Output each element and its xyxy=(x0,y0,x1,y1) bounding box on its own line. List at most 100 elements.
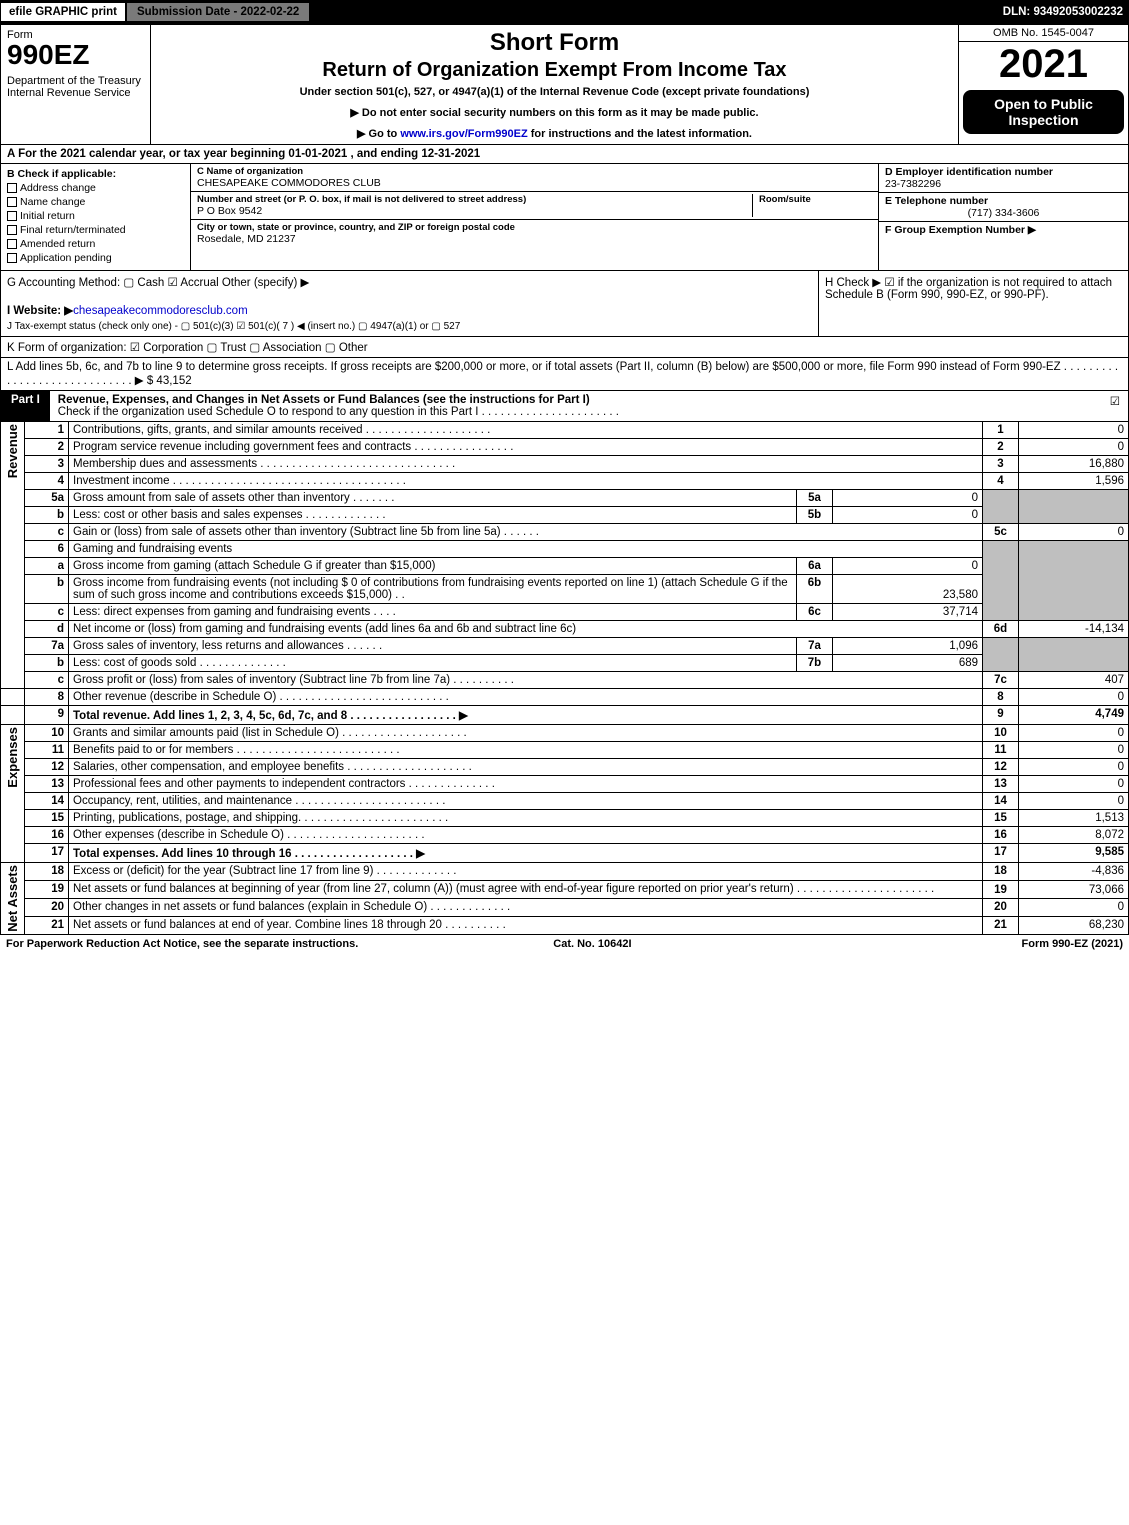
warning-1: ▶ Do not enter social security numbers o… xyxy=(159,106,950,119)
tel-label: E Telephone number xyxy=(885,195,1122,207)
b-header: B Check if applicable: xyxy=(7,168,184,180)
row-7c: cGross profit or (loss) from sales of in… xyxy=(1,672,1129,689)
line-i: I Website: ▶chesapeakecommodoresclub.com xyxy=(7,303,812,317)
short-form-title: Short Form xyxy=(159,29,950,57)
footer-left: For Paperwork Reduction Act Notice, see … xyxy=(6,938,358,950)
department: Department of the Treasury Internal Reve… xyxy=(7,75,144,99)
header-center: Short Form Return of Organization Exempt… xyxy=(151,25,958,144)
ein-label: D Employer identification number xyxy=(885,166,1122,178)
column-d: D Employer identification number 23-7382… xyxy=(878,164,1128,270)
row-19: 19Net assets or fund balances at beginni… xyxy=(1,880,1129,898)
row-16: 16Other expenses (describe in Schedule O… xyxy=(1,827,1129,844)
line-l: L Add lines 5b, 6c, and 7b to line 9 to … xyxy=(0,358,1129,391)
line-h: H Check ▶ ☑ if the organization is not r… xyxy=(825,275,1122,301)
row-13: 13Professional fees and other payments t… xyxy=(1,776,1129,793)
line-j: J Tax-exempt status (check only one) - ▢… xyxy=(7,321,812,332)
part-tag: Part I xyxy=(1,391,50,421)
line-a: A For the 2021 calendar year, or tax yea… xyxy=(0,145,1129,164)
org-name-label: C Name of organization xyxy=(197,166,872,177)
street-row: Number and street (or P. O. box, if mail… xyxy=(191,192,878,220)
city-row: City or town, state or province, country… xyxy=(191,220,878,247)
row-4: 4Investment income . . . . . . . . . . .… xyxy=(1,473,1129,490)
part-1-header: Part I Revenue, Expenses, and Changes in… xyxy=(0,391,1129,422)
ein-row: D Employer identification number 23-7382… xyxy=(879,164,1128,193)
opt-application-pending[interactable]: Application pending xyxy=(7,252,184,264)
row-11: 11Benefits paid to or for members . . . … xyxy=(1,742,1129,759)
group-exemption-row: F Group Exemption Number ▶ xyxy=(879,222,1128,238)
row-15: 15Printing, publications, postage, and s… xyxy=(1,810,1129,827)
row-1: Revenue1Contributions, gifts, grants, an… xyxy=(1,422,1129,439)
row-5b: bLess: cost or other basis and sales exp… xyxy=(1,507,1129,524)
part-1-table: Revenue1Contributions, gifts, grants, an… xyxy=(0,422,1129,935)
city-label: City or town, state or province, country… xyxy=(197,222,872,233)
row-20: 20Other changes in net assets or fund ba… xyxy=(1,898,1129,916)
section-g-h: G Accounting Method: ▢ Cash ☑ Accrual Ot… xyxy=(0,271,1129,337)
row-6a: aGross income from gaming (attach Schedu… xyxy=(1,558,1129,575)
revenue-label: Revenue xyxy=(5,424,20,478)
row-6b: bGross income from fundraising events (n… xyxy=(1,575,1129,604)
line-g: G Accounting Method: ▢ Cash ☑ Accrual Ot… xyxy=(7,275,812,289)
website-link[interactable]: chesapeakecommodoresclub.com xyxy=(73,305,248,317)
street-label: Number and street (or P. O. box, if mail… xyxy=(197,194,752,205)
row-17: 17Total expenses. Add lines 10 through 1… xyxy=(1,844,1129,863)
header-left: Form 990EZ Department of the Treasury In… xyxy=(1,25,151,144)
submission-date: Submission Date - 2022-02-22 xyxy=(126,2,310,22)
form-title: Return of Organization Exempt From Incom… xyxy=(159,59,950,82)
city: Rosedale, MD 21237 xyxy=(197,233,872,245)
room-label: Room/suite xyxy=(759,194,872,205)
header-right: OMB No. 1545-0047 2021 Open to Public In… xyxy=(958,25,1128,144)
row-6d: dNet income or (loss) from gaming and fu… xyxy=(1,621,1129,638)
row-10: Expenses10Grants and similar amounts pai… xyxy=(1,725,1129,742)
open-to-public: Open to Public Inspection xyxy=(963,90,1124,134)
column-c: C Name of organization CHESAPEAKE COMMOD… xyxy=(191,164,878,270)
row-18: Net Assets18Excess or (deficit) for the … xyxy=(1,863,1129,881)
tel-row: E Telephone number (717) 334-3606 xyxy=(879,193,1128,222)
part-check: ☑ xyxy=(1102,391,1128,421)
row-2: 2Program service revenue including gover… xyxy=(1,439,1129,456)
form-number: 990EZ xyxy=(7,41,144,69)
row-8: 8Other revenue (describe in Schedule O) … xyxy=(1,689,1129,706)
tax-year: 2021 xyxy=(959,42,1128,86)
footer-right: Form 990-EZ (2021) xyxy=(1022,938,1123,950)
top-bar: efile GRAPHIC print Submission Date - 20… xyxy=(0,0,1129,24)
row-14: 14Occupancy, rent, utilities, and mainte… xyxy=(1,793,1129,810)
footer-center: Cat. No. 10642I xyxy=(553,938,631,950)
telephone: (717) 334-3606 xyxy=(885,207,1122,219)
header: Form 990EZ Department of the Treasury In… xyxy=(0,24,1129,145)
row-6c: cLess: direct expenses from gaming and f… xyxy=(1,604,1129,621)
net-assets-label: Net Assets xyxy=(5,865,20,932)
group-exemption-label: F Group Exemption Number ▶ xyxy=(885,224,1122,236)
efile-print-button[interactable]: efile GRAPHIC print xyxy=(0,2,126,22)
opt-final-return[interactable]: Final return/terminated xyxy=(7,224,184,236)
ein: 23-7382296 xyxy=(885,178,1122,190)
street: P O Box 9542 xyxy=(197,205,752,217)
column-b: B Check if applicable: Address change Na… xyxy=(1,164,191,270)
row-6: 6Gaming and fundraising events xyxy=(1,541,1129,558)
dln: DLN: 93492053002232 xyxy=(1003,6,1129,18)
row-21: 21Net assets or fund balances at end of … xyxy=(1,916,1129,934)
g-column: G Accounting Method: ▢ Cash ☑ Accrual Ot… xyxy=(1,271,818,336)
opt-amended-return[interactable]: Amended return xyxy=(7,238,184,250)
row-3: 3Membership dues and assessments . . . .… xyxy=(1,456,1129,473)
opt-name-change[interactable]: Name change xyxy=(7,196,184,208)
row-5a: 5aGross amount from sale of assets other… xyxy=(1,490,1129,507)
footer: For Paperwork Reduction Act Notice, see … xyxy=(0,935,1129,953)
row-7b: bLess: cost of goods sold . . . . . . . … xyxy=(1,655,1129,672)
row-7a: 7aGross sales of inventory, less returns… xyxy=(1,638,1129,655)
line-k: K Form of organization: ☑ Corporation ▢ … xyxy=(0,337,1129,358)
omb-number: OMB No. 1545-0047 xyxy=(959,25,1128,42)
part-title: Revenue, Expenses, and Changes in Net As… xyxy=(50,391,1102,421)
warning-2: ▶ Go to www.irs.gov/Form990EZ for instru… xyxy=(159,127,950,140)
org-name-row: C Name of organization CHESAPEAKE COMMOD… xyxy=(191,164,878,192)
section-b-c-d: B Check if applicable: Address change Na… xyxy=(0,164,1129,271)
expenses-label: Expenses xyxy=(5,727,20,788)
irs-link[interactable]: www.irs.gov/Form990EZ xyxy=(400,128,527,140)
row-9: 9Total revenue. Add lines 1, 2, 3, 4, 5c… xyxy=(1,706,1129,725)
h-column: H Check ▶ ☑ if the organization is not r… xyxy=(818,271,1128,336)
row-5c: cGain or (loss) from sale of assets othe… xyxy=(1,524,1129,541)
subtitle: Under section 501(c), 527, or 4947(a)(1)… xyxy=(159,86,950,98)
row-12: 12Salaries, other compensation, and empl… xyxy=(1,759,1129,776)
opt-address-change[interactable]: Address change xyxy=(7,182,184,194)
org-name: CHESAPEAKE COMMODORES CLUB xyxy=(197,177,872,189)
opt-initial-return[interactable]: Initial return xyxy=(7,210,184,222)
